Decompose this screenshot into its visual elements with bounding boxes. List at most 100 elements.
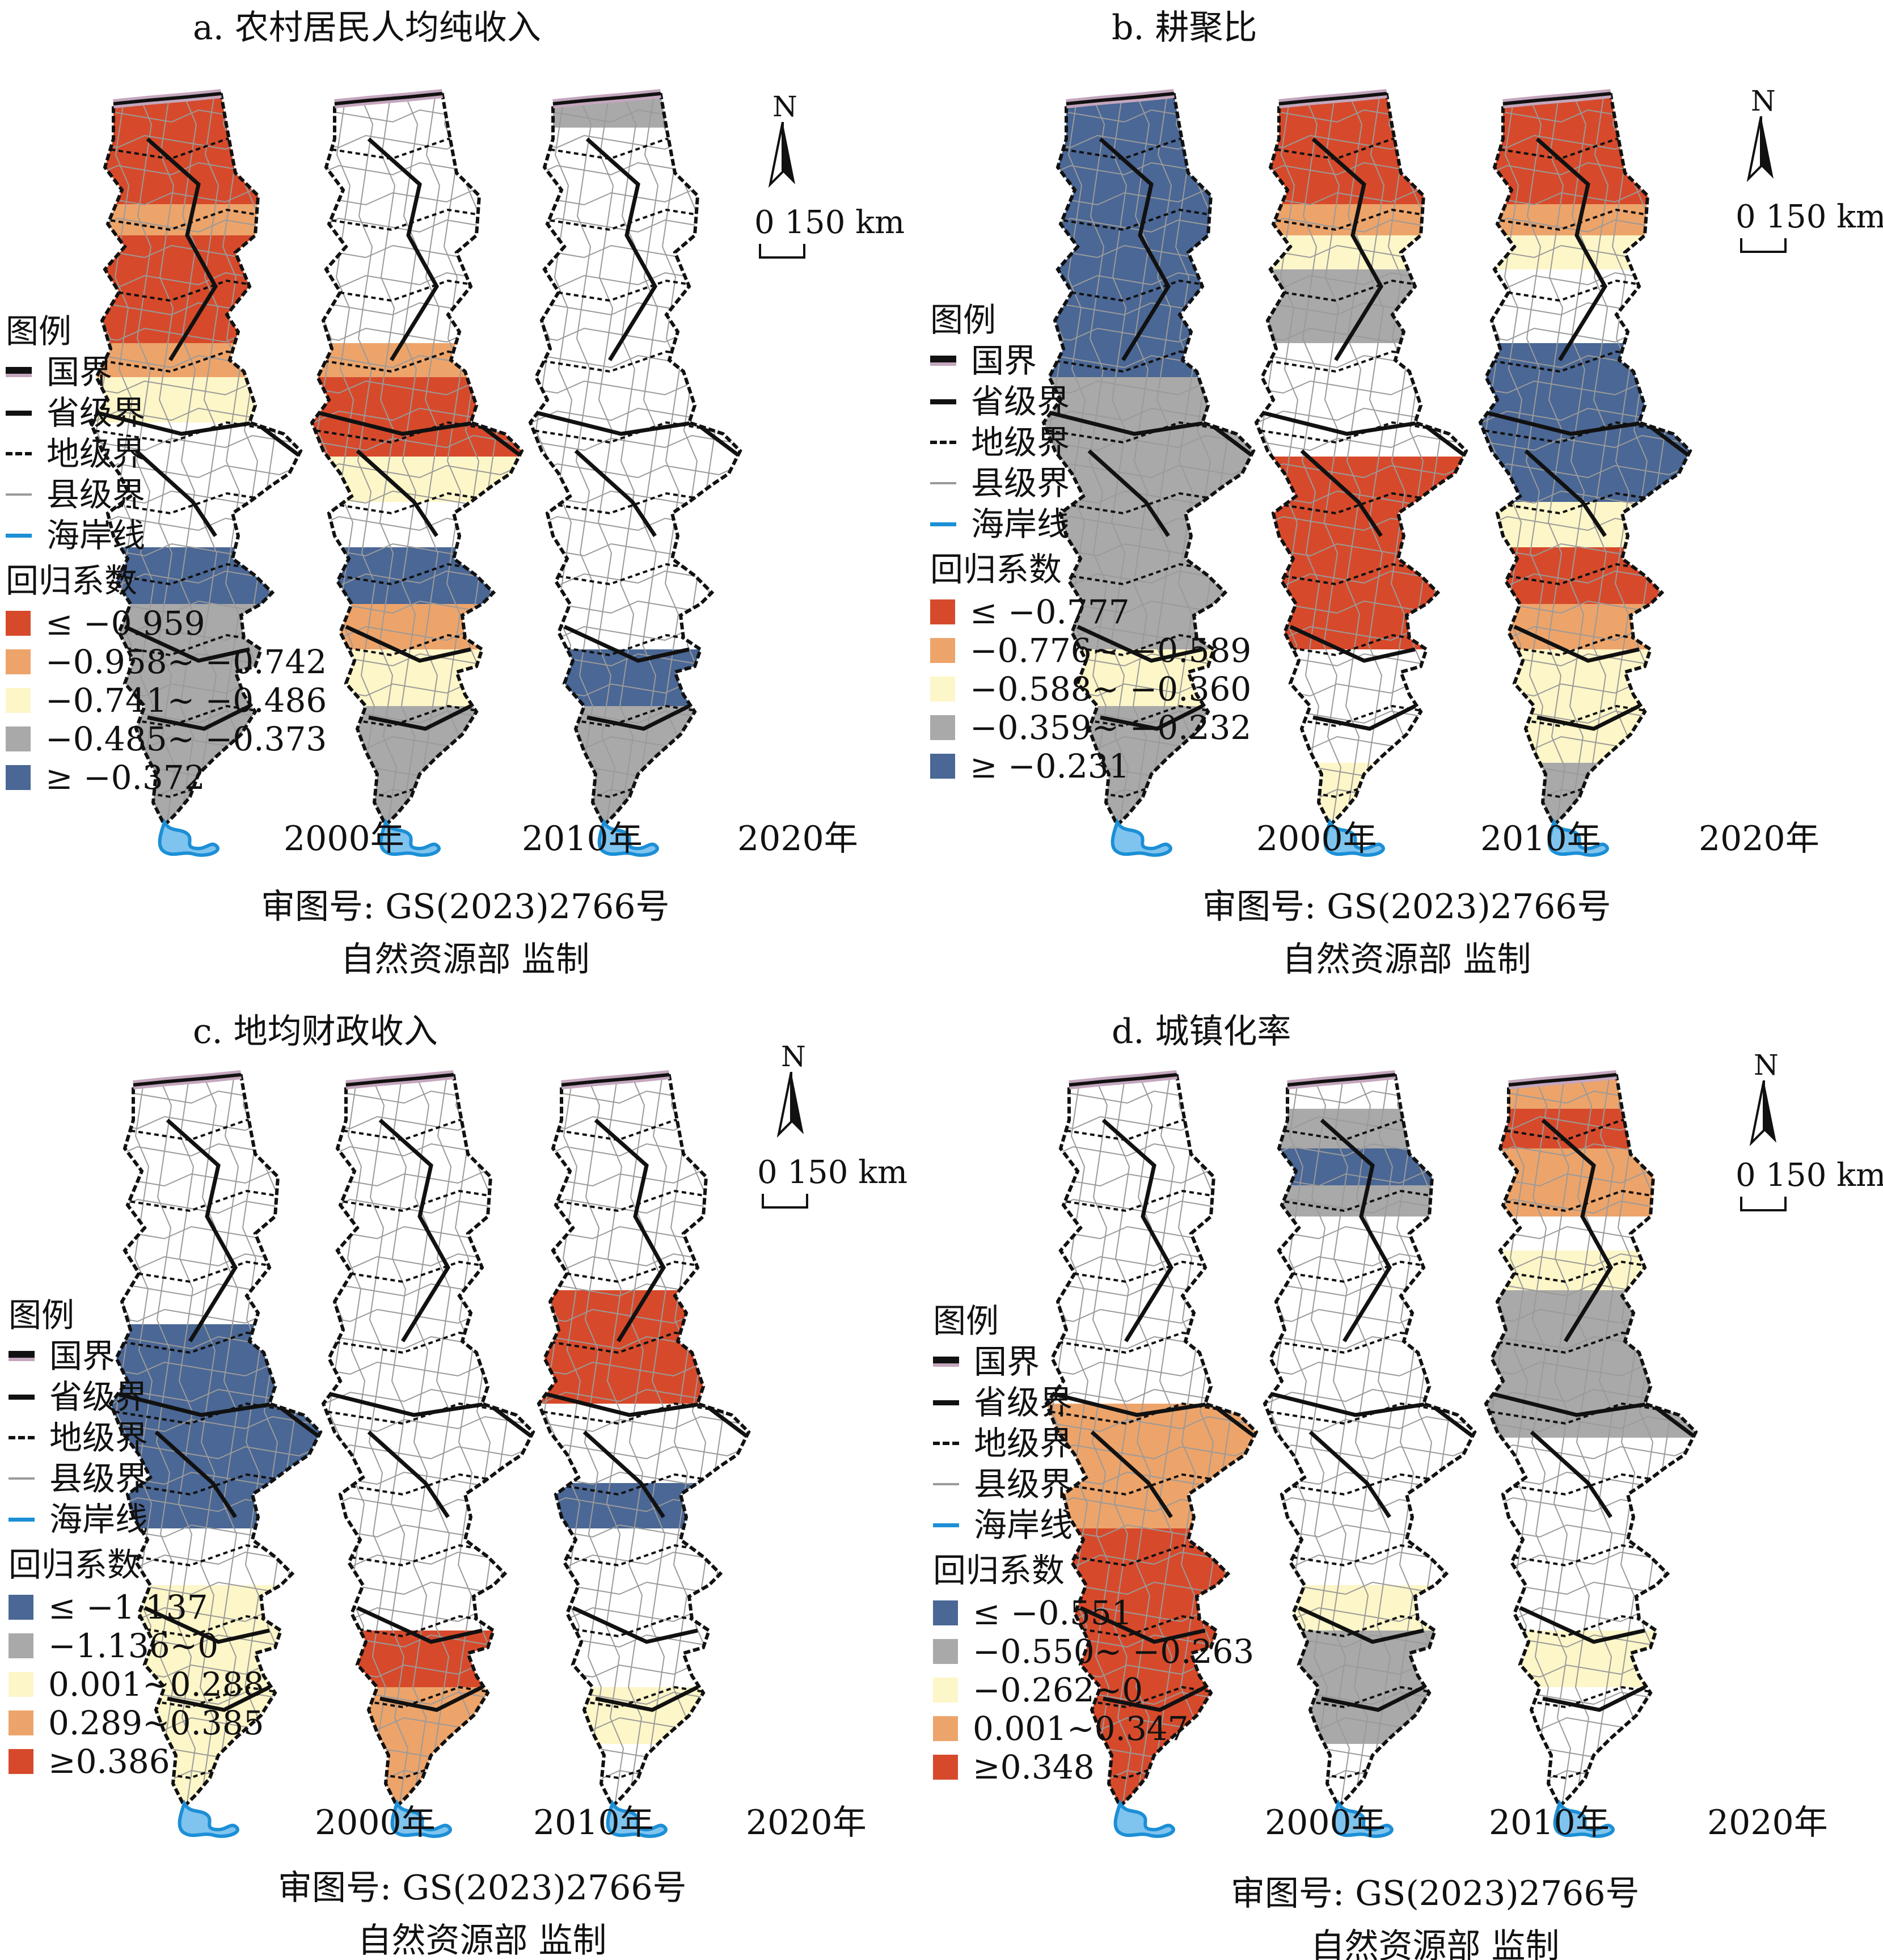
prefecture-boundary xyxy=(1044,208,1253,231)
county-boundary xyxy=(1569,95,1587,825)
county-boundary xyxy=(1591,95,1609,825)
legend-class-item: −1.136~0 xyxy=(9,1629,218,1662)
color-swatch xyxy=(930,754,955,779)
legend-class-label: −0.550~ −0.263 xyxy=(973,1632,1255,1671)
prefecture-boundary xyxy=(1046,1118,1256,1142)
north-arrow-icon: N xyxy=(769,1040,814,1138)
county-boundary xyxy=(136,95,155,825)
prefecture-boundary xyxy=(1480,633,1690,657)
prefecture-boundary xyxy=(1480,279,1690,302)
international-border xyxy=(1066,92,1175,105)
prefecture-boundary xyxy=(1480,775,1690,799)
legend-class-item: −0.958~ −0.742 xyxy=(6,645,327,678)
legend-boundary-item: 县级界 xyxy=(933,1468,1073,1501)
county-boundary xyxy=(1157,1076,1175,1806)
county-boundary xyxy=(111,1443,320,1460)
prefecture-boundary xyxy=(1265,1260,1475,1283)
international-border xyxy=(113,92,222,105)
approval-number: 审图号: GS(2023)2766号 xyxy=(278,1868,687,1908)
provincial-boundary xyxy=(143,1606,270,1644)
prefecture-boundary xyxy=(530,704,740,728)
prefecture-boundary xyxy=(1486,1615,1696,1638)
prefecture-boundary xyxy=(1256,563,1466,586)
region-outline xyxy=(1254,92,1468,829)
prefecture-boundary xyxy=(1486,1189,1696,1213)
provincial-boundary xyxy=(1298,1606,1424,1644)
coastline xyxy=(1113,1799,1175,1838)
legend-boundary-label: 地级界 xyxy=(49,1418,149,1457)
provincial-boundary xyxy=(586,704,690,731)
county-boundary xyxy=(1531,1076,1550,1806)
prefecture-boundary xyxy=(312,208,522,231)
county-boundary xyxy=(1265,1769,1475,1785)
county-boundary xyxy=(1046,1443,1256,1460)
county-boundary xyxy=(1310,1076,1329,1806)
county-boundary xyxy=(1301,95,1320,825)
prefecture-boundary xyxy=(111,1331,320,1354)
prefecture-boundary xyxy=(1046,1615,1256,1638)
prefecture-boundary xyxy=(1256,350,1466,373)
county-boundary xyxy=(1044,462,1253,479)
color-swatch xyxy=(9,1672,33,1697)
legend-boundary-item: 国界 xyxy=(930,344,1037,377)
county-boundary xyxy=(378,95,398,825)
region-outline xyxy=(537,1074,751,1810)
prefecture-boundary xyxy=(1046,1189,1256,1213)
north-arrow-icon: N xyxy=(1738,85,1784,183)
legend-class-item: 0.001~0.347 xyxy=(933,1712,1189,1745)
prefecture-boundary xyxy=(1265,1686,1475,1709)
prefecture-boundary xyxy=(1486,1331,1696,1354)
boundary-symbol-icon xyxy=(6,533,32,538)
county-boundary xyxy=(1552,1076,1572,1806)
prefecture-boundary xyxy=(1044,279,1253,302)
region-outline xyxy=(1263,1074,1477,1810)
county-boundary xyxy=(541,1076,560,1806)
color-swatch xyxy=(930,638,955,663)
prefecture-boundary xyxy=(323,1686,533,1709)
provincial-boundary xyxy=(1542,1685,1646,1712)
prefecture-boundary xyxy=(539,1544,749,1567)
prefecture-boundary xyxy=(1480,492,1690,515)
boundary-symbol-icon xyxy=(930,522,956,526)
county-boundary xyxy=(434,1076,452,1806)
region-segment xyxy=(530,343,740,378)
county-boundary xyxy=(242,1076,261,1806)
color-swatch xyxy=(6,649,31,674)
legend-class-item: −0.550~ −0.263 xyxy=(933,1635,1254,1668)
legend-boundary-item: 国界 xyxy=(6,356,112,388)
county-boundary xyxy=(1091,1076,1111,1806)
color-swatch xyxy=(6,726,31,751)
county-boundary xyxy=(1367,95,1385,825)
legend-class-item: 0.001~0.288 xyxy=(9,1668,264,1701)
county-boundary xyxy=(222,95,241,825)
region-segment xyxy=(1486,1148,1696,1186)
prefecture-boundary xyxy=(1046,1260,1256,1283)
provincial-boundary xyxy=(1100,704,1204,731)
international-border xyxy=(1508,1073,1617,1087)
legend-class-label: ≤ −0.777 xyxy=(970,593,1130,631)
provincial-boundary xyxy=(367,1430,450,1518)
scale-bar: 0 150 km xyxy=(1736,198,1883,253)
prefecture-boundary xyxy=(1256,137,1466,160)
prefecture-boundary xyxy=(91,279,301,302)
prefecture-boundary xyxy=(312,704,522,728)
county-boundary xyxy=(649,1076,668,1806)
county-boundary xyxy=(1486,1443,1696,1460)
color-swatch xyxy=(6,688,31,713)
provincial-boundary xyxy=(367,137,440,361)
county-boundary xyxy=(1617,1076,1636,1806)
legend-boundary-item: 省级界 xyxy=(6,396,145,429)
prefecture-boundary xyxy=(323,1544,533,1567)
color-swatch xyxy=(933,1600,958,1625)
county-boundary xyxy=(157,95,176,825)
provincial-boundary xyxy=(594,1118,666,1342)
county-boundary xyxy=(539,1416,749,1433)
coastline xyxy=(606,1799,668,1838)
county-boundary xyxy=(323,1443,533,1460)
international-border xyxy=(345,1073,454,1087)
legend-title: 图例 xyxy=(6,312,72,350)
region-outline xyxy=(1041,92,1256,829)
legend-class-label: 0.289~0.385 xyxy=(48,1704,264,1742)
county-boundary xyxy=(597,95,616,825)
map-b-2020年 xyxy=(1478,89,1692,857)
